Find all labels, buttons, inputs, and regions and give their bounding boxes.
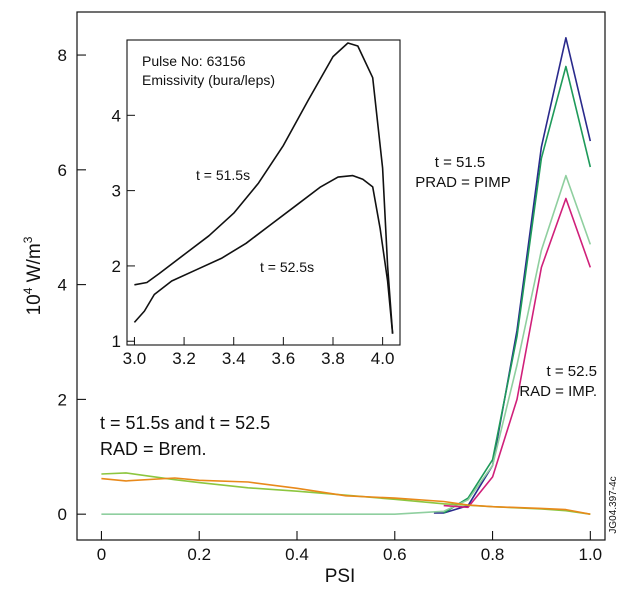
main-y-tick-label: 4	[58, 276, 67, 295]
inset-y-tick-label: 1	[112, 332, 121, 351]
main-plot-frame	[76, 11, 606, 541]
inset-series-line-2	[133, 174, 394, 334]
main-x-tick-label: 1.0	[579, 545, 603, 564]
inset-series-line-1	[134, 42, 394, 334]
annotation-brem-times: t = 51.5s and t = 52.5	[100, 413, 270, 433]
annotation-rad-brem: RAD = Brem.	[100, 439, 207, 459]
main-series-line-3	[101, 174, 592, 516]
inset-series-group	[133, 42, 394, 334]
inset-x-tick-label: 3.4	[222, 349, 246, 368]
main-x-tick-label: 0	[97, 545, 106, 564]
main-x-tick-label: 0.4	[285, 545, 309, 564]
inset-title-emissivity: Emissivity (bura/leps)	[142, 72, 275, 88]
inset-x-tick-label: 3.8	[321, 349, 345, 368]
main-x-axis-label: PSI	[325, 566, 356, 587]
annotation-rad-imp: RAD = IMP.	[519, 383, 597, 400]
inset-x-tick-label: 4.0	[371, 349, 395, 368]
main-x-tick-label: 0.2	[187, 545, 211, 564]
main-x-tick-label: 0.6	[383, 545, 407, 564]
inset-x-tick-label: 3.6	[272, 349, 296, 368]
annotation-t525: t = 52.5	[547, 363, 597, 380]
main-series-line-1	[433, 36, 592, 514]
main-y-ticks: 0 2 4 6 8	[58, 46, 86, 524]
inset-plot-frame	[126, 39, 401, 346]
main-y-axis-label: 104 W/m3	[21, 236, 45, 315]
inset-y-tick-label: 2	[112, 257, 121, 276]
figure-id: JG04.397-4c	[608, 476, 619, 533]
inset-background	[127, 40, 400, 345]
annotation-t515: t = 51.5	[435, 154, 485, 171]
inset-title-pulse: Pulse No: 63156	[142, 53, 246, 69]
inset-x-tick-label: 3.2	[172, 349, 196, 368]
inset-y-tick-label: 4	[112, 106, 121, 125]
main-series-group	[101, 36, 592, 516]
main-series-line-4	[443, 197, 592, 509]
main-x-tick-label: 0.8	[481, 545, 505, 564]
inset-x-tick-label: 3.0	[123, 349, 147, 368]
main-series-line-6	[101, 477, 591, 515]
inset-label-t515: t = 51.5s	[196, 167, 250, 183]
main-series-line-2	[443, 65, 592, 514]
inset-x-ticks: 3.0 3.2 3.4 3.6 3.8 4.0	[123, 337, 395, 368]
main-y-tick-label: 6	[58, 161, 67, 180]
main-y-tick-label: 0	[58, 505, 67, 524]
inset-y-ticks: 1 2 3 4	[112, 106, 135, 351]
annotation-prad-pimp: PRAD = PIMP	[415, 174, 510, 191]
inset-label-t525: t = 52.5s	[260, 259, 314, 275]
main-y-tick-label: 8	[58, 46, 67, 65]
main-y-tick-label: 2	[58, 390, 67, 409]
inset-y-tick-label: 3	[112, 182, 121, 201]
main-x-ticks: 0 0.2 0.4 0.6 0.8 1.0	[97, 531, 602, 564]
